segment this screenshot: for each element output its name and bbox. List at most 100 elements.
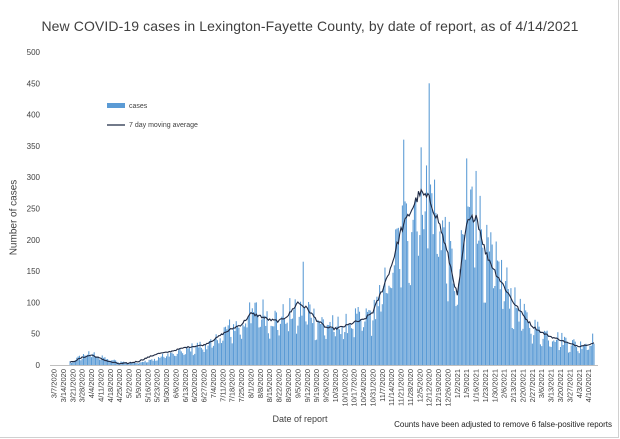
- cases-bar: [187, 348, 189, 365]
- cases-bar: [233, 324, 235, 365]
- cases-bar: [313, 308, 315, 365]
- cases-bar: [425, 165, 428, 365]
- cases-bar: [214, 339, 216, 365]
- cases-bar: [274, 310, 276, 365]
- cases-bar: [513, 329, 515, 365]
- cases-bar: [340, 334, 342, 365]
- x-tick-label: 5/30/2020: [162, 369, 171, 402]
- cases-bar: [305, 321, 307, 365]
- cases-bar: [251, 308, 253, 365]
- cases-bar: [456, 304, 458, 365]
- cases-bar: [529, 327, 531, 365]
- cases-bar: [124, 362, 126, 365]
- x-tick-label: 12/19/2020: [434, 369, 443, 407]
- cases-bar: [421, 214, 424, 365]
- cases-bar: [227, 325, 229, 365]
- cases-bar: [108, 360, 110, 365]
- cases-bar: [407, 241, 409, 365]
- cases-bar: [372, 320, 374, 365]
- cases-bar: [294, 299, 296, 365]
- x-tick-label: 3/27/2021: [565, 369, 574, 402]
- cases-bar: [84, 355, 86, 365]
- legend-average-label: 7 day moving average: [129, 122, 198, 129]
- x-tick-label: 4/18/2020: [106, 369, 115, 402]
- cases-bar: [515, 307, 517, 365]
- cases-bar: [309, 304, 311, 365]
- cases-bar: [105, 359, 107, 365]
- cases-bar: [463, 234, 465, 365]
- cases-bar: [157, 357, 160, 365]
- cases-bar: [281, 316, 283, 365]
- cases-bar: [488, 251, 491, 365]
- cases-bar: [507, 289, 509, 365]
- cases-bar: [451, 248, 453, 365]
- cases-bar: [345, 313, 347, 365]
- cases-bar: [257, 314, 259, 365]
- y-tick-label: 250: [27, 205, 41, 214]
- cases-bar: [462, 234, 464, 365]
- cases-bar: [159, 357, 161, 365]
- cases-bar: [367, 311, 369, 365]
- cases-bar: [254, 302, 256, 365]
- cases-bar: [484, 302, 486, 365]
- x-tick-label: 11/7/2020: [378, 369, 387, 402]
- x-tick-label: 4/4/2020: [87, 369, 96, 398]
- cases-bar: [270, 325, 272, 365]
- cases-bar: [581, 349, 583, 365]
- cases-bar: [194, 353, 196, 365]
- cases-bar: [405, 203, 407, 365]
- cases-bar: [562, 344, 564, 365]
- x-tick-label: 1/9/2021: [462, 369, 471, 398]
- cases-bar: [317, 319, 319, 365]
- cases-bar: [486, 224, 488, 365]
- legend-cases-swatch: [107, 103, 125, 108]
- cases-bar: [80, 360, 82, 365]
- y-axis-ticks: 0 50 100 150 200 250 300 350 400 450 500: [27, 48, 41, 370]
- cases-bar: [450, 241, 452, 365]
- cases-bar: [578, 353, 580, 365]
- cases-bar: [93, 352, 95, 365]
- cases-bar: [554, 341, 556, 365]
- cases-bar: [149, 359, 152, 365]
- cases-bar: [412, 219, 414, 365]
- cases-bar: [326, 324, 328, 365]
- cases-bar: [346, 333, 348, 365]
- cases-bar: [320, 324, 322, 365]
- cases-bar: [509, 308, 511, 365]
- cases-bar: [170, 352, 172, 365]
- cases-bar: [249, 302, 251, 365]
- cases-bar: [86, 354, 89, 365]
- cases-bar: [517, 308, 519, 365]
- cases-bar: [153, 358, 156, 365]
- cases-bar: [379, 285, 381, 365]
- x-tick-label: 4/10/2021: [584, 369, 593, 402]
- cases-bar: [258, 327, 260, 365]
- cases-bar: [533, 335, 535, 365]
- cases-bar: [73, 360, 75, 365]
- cases-bar: [510, 288, 512, 365]
- cases-bar: [289, 298, 291, 365]
- cases-bar: [472, 220, 474, 365]
- cases-bar: [593, 343, 595, 365]
- cases-bar: [82, 354, 85, 365]
- cases-bar: [576, 346, 578, 365]
- cases-bar: [417, 255, 419, 365]
- x-tick-label: 11/14/2020: [387, 369, 396, 406]
- x-tick-label: 5/2/2020: [125, 369, 134, 398]
- cases-bar: [566, 341, 568, 365]
- cases-bar: [332, 315, 334, 365]
- y-tick-label: 500: [27, 48, 41, 57]
- cases-bar: [396, 228, 398, 365]
- cases-bar: [262, 299, 264, 365]
- cases-bar: [70, 362, 72, 365]
- y-tick-label: 0: [36, 361, 41, 370]
- cases-bar: [129, 361, 131, 365]
- cases-bar: [163, 356, 165, 365]
- cases-bar: [420, 147, 422, 365]
- cases-bar: [109, 360, 111, 365]
- y-tick-label: 200: [27, 236, 41, 245]
- x-tick-label: 3/6/2021: [537, 369, 546, 398]
- x-tick-label: 9/26/2020: [322, 369, 331, 402]
- moving-average-line: [69, 188, 595, 365]
- cases-bar: [199, 341, 201, 365]
